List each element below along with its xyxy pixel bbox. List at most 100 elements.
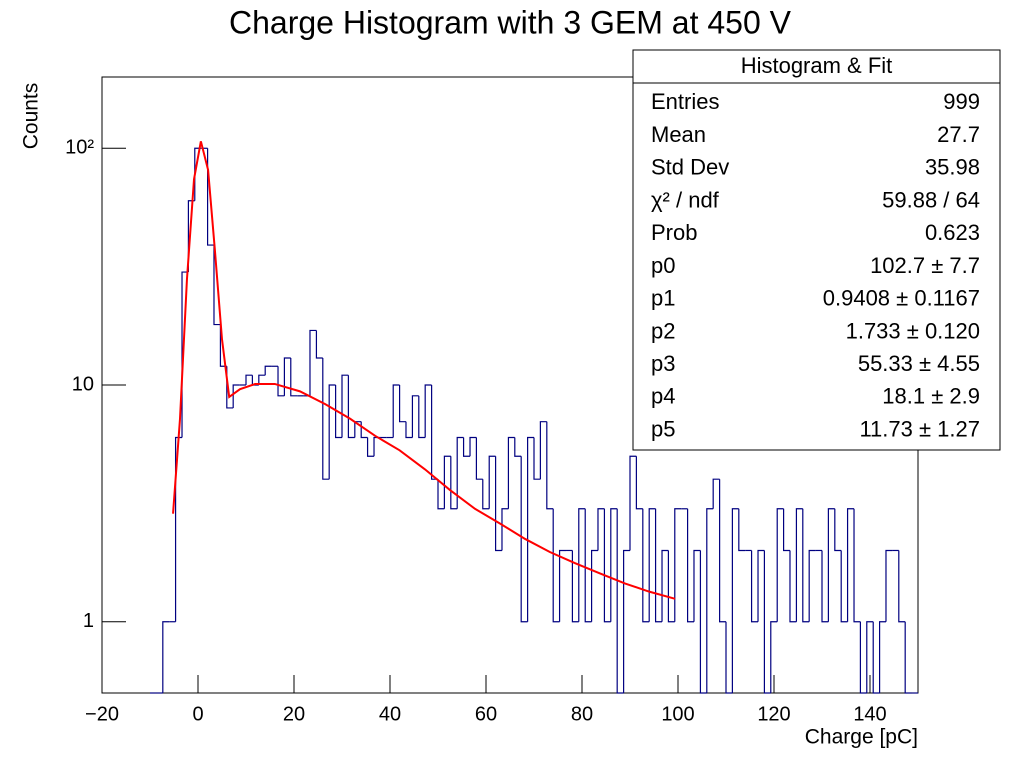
histogram-bin — [520, 456, 528, 623]
x-tick-label: 100 — [661, 703, 694, 725]
histogram-bin — [783, 508, 790, 552]
histogram-bin — [475, 437, 483, 480]
histogram-bin — [661, 549, 669, 622]
y-axis-label: Counts — [20, 83, 43, 150]
histogram-bin — [879, 621, 886, 693]
histogram-bin — [290, 358, 298, 397]
stats-label: Std Dev — [651, 155, 729, 180]
histogram-bin — [821, 550, 829, 623]
stats-value: 0.9408 ± 0.1167 — [823, 286, 980, 311]
histogram-bin — [597, 508, 605, 551]
x-tick-label: 40 — [379, 703, 401, 725]
stats-value: 55.33 ± 4.55 — [858, 351, 980, 376]
x-tick-label: 140 — [853, 703, 886, 725]
stats-label: p2 — [651, 318, 675, 343]
histogram-bin — [507, 436, 515, 509]
y-tick-label: 10² — [65, 137, 94, 159]
stats-title: Histogram & Fit — [741, 53, 893, 78]
stats-box: Histogram & Fit Entries 999 Mean 27.7 Std Dev… — [632, 49, 1001, 451]
histogram-bin — [648, 508, 656, 622]
histogram-bin — [770, 621, 778, 693]
histogram-bin — [405, 421, 413, 439]
histogram-bin — [731, 508, 739, 693]
histogram-bin — [667, 550, 675, 623]
histogram-bin — [373, 436, 381, 457]
histogram-bin — [776, 508, 784, 622]
histogram-bin — [482, 479, 490, 510]
histogram-bin — [207, 148, 214, 246]
y-tick-label: 1 — [83, 610, 94, 632]
histogram-bin — [277, 366, 285, 397]
x-tick-label: 80 — [571, 703, 593, 725]
histogram-bin — [335, 385, 342, 439]
histogram-bin — [213, 245, 221, 326]
histogram-bin — [546, 421, 554, 510]
x-tick-label: 60 — [475, 703, 497, 725]
x-tick-label: −20 — [85, 703, 119, 725]
histogram-bin — [603, 508, 611, 623]
histogram-bin — [392, 384, 400, 438]
histogram-bin — [827, 508, 835, 622]
stats-label: χ² / ndf — [651, 187, 720, 212]
histogram-bin — [834, 508, 842, 552]
histogram-bin — [418, 395, 426, 439]
stats-label: p5 — [651, 416, 675, 441]
histogram-bin — [552, 508, 560, 623]
histogram-bin — [437, 479, 445, 510]
histogram-bin — [539, 421, 547, 480]
histogram-bin — [629, 455, 637, 551]
histogram-bin — [411, 395, 419, 438]
histogram-bin — [712, 478, 720, 509]
x-tick-label: 0 — [192, 703, 203, 725]
histogram-bin — [840, 550, 848, 623]
histogram-bin — [757, 549, 765, 622]
histogram-bin — [674, 508, 682, 622]
histogram-bin — [654, 508, 663, 623]
histogram-bin — [763, 550, 771, 694]
histogram-bin — [623, 549, 630, 693]
histogram-bin — [533, 437, 541, 480]
histogram-bin — [693, 549, 701, 622]
histogram-bin — [699, 550, 707, 694]
histogram-bin — [283, 357, 291, 396]
histogram-bin — [898, 550, 906, 623]
stats-value: 35.98 — [925, 155, 980, 180]
histogram-bin — [514, 437, 522, 457]
histogram-bin — [687, 508, 694, 623]
histogram-bin — [859, 621, 867, 694]
histogram-bin — [635, 456, 643, 510]
histogram-bin — [904, 621, 912, 694]
stats-value: 102.7 ± 7.7 — [870, 253, 980, 278]
stats-label: p3 — [651, 351, 675, 376]
histogram-bin — [610, 508, 618, 622]
x-tick-label: 20 — [283, 703, 305, 725]
histogram-bin — [558, 549, 567, 622]
histogram-bin — [616, 508, 624, 694]
histogram-bin — [462, 437, 471, 457]
chart-title: Charge Histogram with 3 GEM at 450 V — [229, 4, 792, 40]
x-axis-label: Charge [pC] — [805, 726, 918, 749]
histogram-bin — [328, 384, 336, 480]
histogram-bin — [264, 365, 272, 376]
histogram-bin — [885, 549, 893, 622]
histogram-bin — [488, 455, 496, 509]
histogram-bin — [258, 374, 266, 385]
histogram-bin — [872, 621, 880, 694]
stats-value: 999 — [943, 89, 980, 114]
stats-label: Prob — [651, 220, 697, 245]
histogram-bin — [578, 508, 586, 622]
stats-label: p1 — [651, 286, 675, 311]
x-tick-label: 120 — [757, 703, 790, 725]
stats-value: 59.88 / 64 — [882, 187, 980, 212]
y-tick-label: 10 — [72, 373, 94, 395]
histogram-bin — [399, 385, 406, 423]
histogram-bin — [866, 621, 874, 693]
histogram-bin — [347, 375, 355, 439]
stats-frame — [632, 49, 1001, 451]
histogram-bin — [789, 550, 797, 623]
stats-label: Mean — [651, 122, 706, 147]
histogram-bin — [469, 436, 477, 457]
histogram-bin — [245, 374, 253, 385]
histogram-bin — [571, 550, 579, 623]
